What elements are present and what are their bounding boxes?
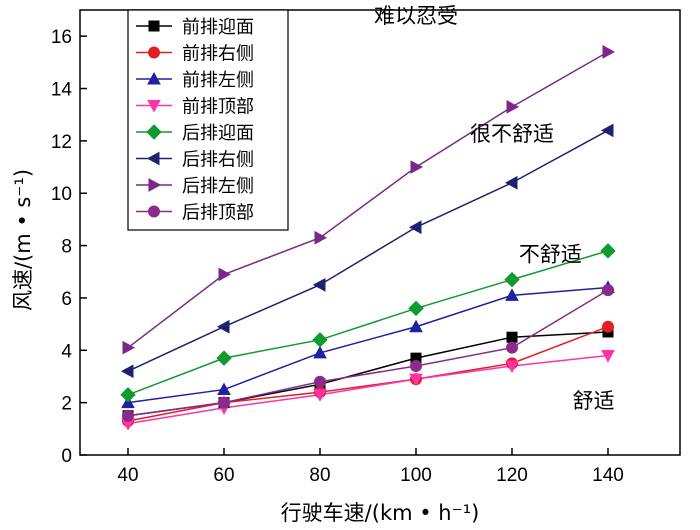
data-point-s1-5 — [506, 331, 518, 343]
data-point-s4-6 — [601, 350, 615, 363]
x-axis-ticks: 40 60 80 100 120 140 — [117, 448, 624, 486]
series-line-6 — [127, 129, 609, 372]
data-point-s2-6 — [602, 320, 614, 333]
data-point-s7-6 — [602, 45, 616, 59]
legend-marker — [146, 151, 160, 166]
data-point-s7-4 — [410, 160, 424, 174]
legend-entry: 后排左侧 — [182, 176, 254, 197]
series-markers — [120, 45, 616, 431]
series-line-4 — [127, 354, 609, 425]
series-line-8 — [127, 289, 609, 417]
annotation-label: 难以忍受 — [374, 4, 458, 28]
legend-marker — [148, 20, 160, 32]
x-tick-label: 120 — [496, 465, 528, 486]
data-point-s6-6 — [600, 123, 614, 138]
y-tick-label: 2 — [61, 394, 72, 415]
data-point-s3-4 — [409, 319, 423, 333]
legend-entry: 后排右侧 — [182, 150, 254, 171]
data-point-s5-2 — [216, 350, 232, 366]
x-tick-label: 100 — [400, 465, 432, 486]
x-tick-label: 140 — [592, 465, 624, 486]
legend-marker — [148, 46, 160, 59]
legend-marker — [147, 71, 161, 85]
data-point-s8-4 — [410, 360, 422, 372]
series-line-3 — [127, 286, 609, 404]
plot-axes — [79, 9, 681, 456]
legend-marker — [147, 100, 161, 113]
legend-entry: 前排右侧 — [182, 44, 254, 65]
y-tick-label: 14 — [51, 80, 73, 101]
series-line-2 — [127, 326, 609, 422]
legend-marker — [148, 178, 162, 192]
series-line-7 — [127, 51, 609, 349]
legend-entry: 前排左侧 — [182, 70, 254, 91]
data-point-s4-3 — [313, 389, 327, 402]
x-axis-title: 行驶车速/(km • h⁻¹) — [281, 501, 480, 525]
legend-entry: 前排顶部 — [182, 97, 254, 118]
data-point-s8-5 — [506, 341, 518, 354]
plot-frame — [79, 9, 681, 456]
data-point-s4-4 — [409, 373, 423, 387]
data-point-s5-1 — [120, 387, 136, 403]
data-point-s7-5 — [506, 100, 520, 114]
data-point-s7-1 — [122, 340, 136, 355]
legend-entry: 前排迎面 — [182, 17, 254, 38]
data-point-s4-5 — [505, 360, 519, 374]
y-tick-label: 16 — [51, 27, 72, 48]
data-point-s8-1 — [122, 409, 134, 422]
x-tick-label: 60 — [213, 465, 234, 486]
annotation-label: 很不舒适 — [470, 122, 554, 146]
legend-marker — [148, 205, 160, 218]
data-point-s3-2 — [217, 382, 231, 396]
data-point-s3-5 — [505, 288, 519, 301]
x-tick-label: 80 — [309, 465, 330, 486]
y-axis-ticks: 0 2 4 6 8 10 12 14 16 — [51, 27, 87, 467]
annotation-label: 不舒适 — [519, 242, 582, 266]
data-point-s5-5 — [504, 271, 520, 288]
data-point-s5-6 — [600, 243, 616, 259]
data-point-s6-3 — [312, 278, 326, 292]
legend-entry: 后排迎面 — [182, 123, 254, 144]
y-axis-title: 风速/(m • s⁻¹) — [11, 169, 35, 311]
annotation-label: 舒适 — [573, 389, 615, 413]
data-point-s6-4 — [408, 220, 422, 235]
data-point-s7-3 — [314, 230, 328, 245]
y-tick-label: 4 — [61, 341, 72, 362]
legend-entry: 后排顶部 — [182, 203, 254, 224]
legend-marker — [146, 124, 162, 140]
x-tick-label: 40 — [117, 465, 138, 486]
series-lines — [127, 51, 609, 425]
y-tick-label: 12 — [51, 132, 72, 153]
y-tick-label: 10 — [51, 184, 72, 205]
data-point-s7-2 — [218, 267, 232, 282]
data-point-s5-4 — [408, 300, 424, 317]
y-tick-label: 0 — [61, 446, 72, 467]
data-point-s5-3 — [312, 332, 328, 348]
data-point-s6-5 — [504, 175, 518, 190]
y-tick-label: 6 — [61, 289, 72, 310]
data-point-s8-6 — [602, 284, 614, 297]
data-point-s3-3 — [313, 345, 327, 359]
y-tick-label: 8 — [61, 237, 72, 258]
data-point-s6-1 — [120, 364, 134, 379]
data-point-s8-3 — [314, 375, 326, 388]
data-point-s8-2 — [218, 396, 230, 409]
data-point-s6-2 — [216, 319, 230, 334]
series-line-5 — [127, 250, 609, 396]
